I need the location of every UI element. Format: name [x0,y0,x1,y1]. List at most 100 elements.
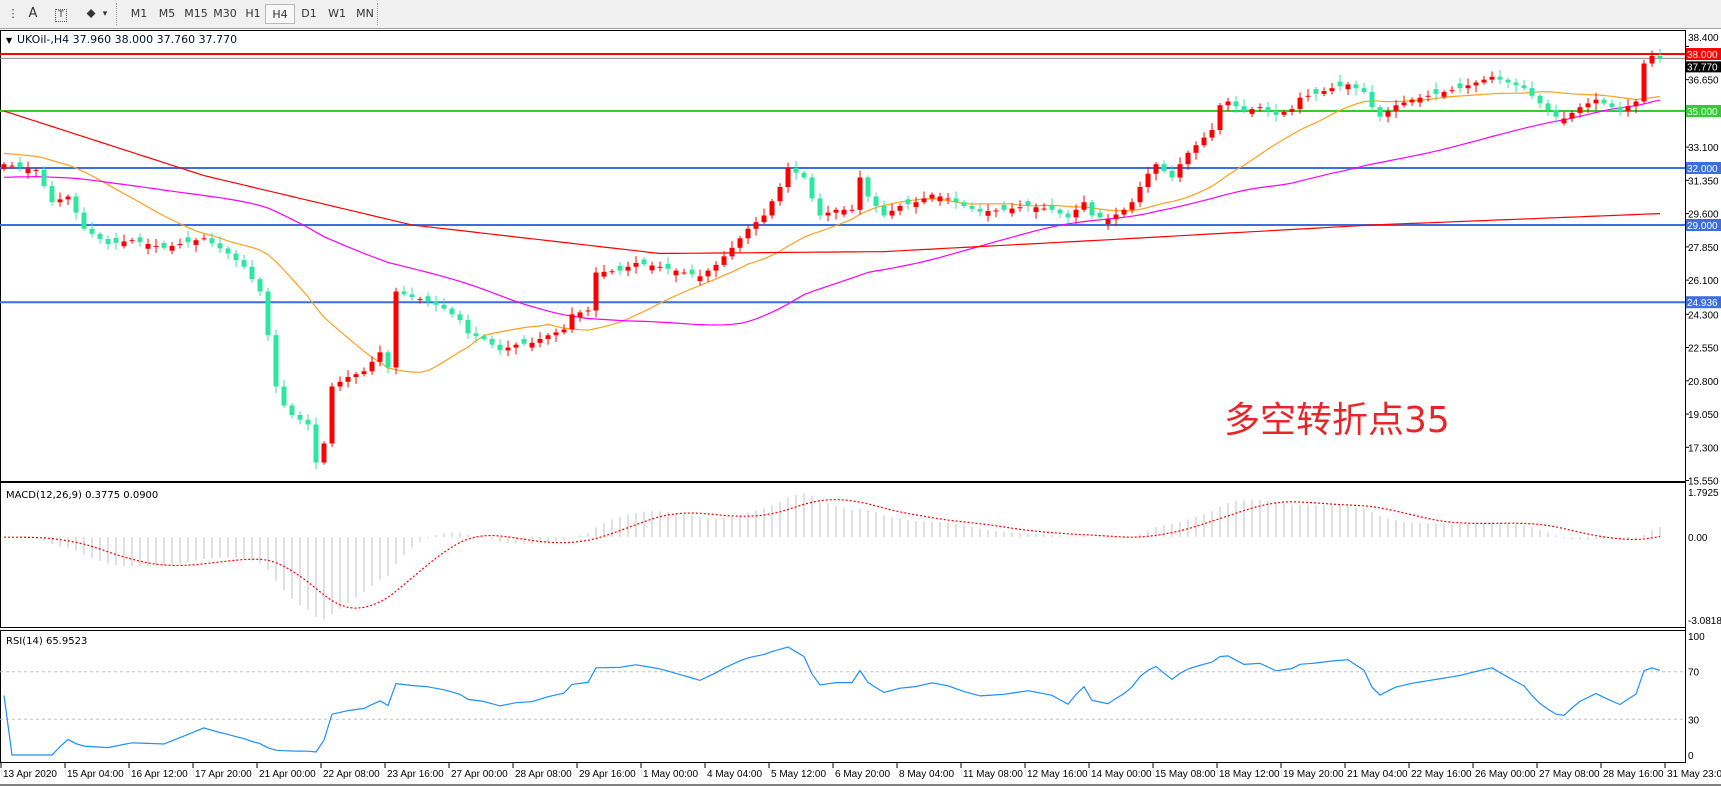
candle-body [689,269,695,275]
macd-tick-label: 0.00 [1688,533,1708,544]
candle-body [209,238,215,244]
candle-body [1321,91,1327,94]
candle-body [1617,107,1623,111]
timeframe-m30[interactable]: M30 [213,7,237,20]
macd-tick-label: 1.7925 [1688,488,1719,499]
candle-body [1081,202,1087,210]
chart-symbol-header: UKOil-,H4 37.960 38.000 37.760 37.770 [17,33,237,46]
candle-body [841,209,847,215]
candle-body [889,210,895,216]
time-tick-label: 6 May 20:00 [835,769,890,780]
timeframe-d1[interactable]: D1 [301,7,317,20]
candle-body [1473,82,1479,86]
time-tick-label: 21 May 04:00 [1347,769,1408,780]
rsi-line [3,646,1661,756]
price-level-label: 24.936 [1687,298,1718,309]
candle-body [193,240,199,245]
candle-body [513,344,519,348]
candle-body [1137,187,1143,203]
time-tick-label: 15 May 08:00 [1155,769,1216,780]
timeframe-h1[interactable]: H1 [245,7,261,20]
candle-body [297,415,303,420]
candle-body [1057,209,1063,214]
rsi-label: RSI(14) 65.9523 [6,636,87,647]
price-tick-label: 24.300 [1688,310,1719,321]
candle-body [929,194,935,199]
candle-body [409,294,415,298]
price-tick-label: 17.300 [1688,443,1719,454]
timeframe-h4[interactable]: H4 [265,4,295,24]
candle-body [105,238,111,244]
time-tick-label: 28 May 16:00 [1603,769,1664,780]
candle-body [273,335,279,387]
candle-body [441,304,447,309]
candle-body [1377,107,1383,117]
time-tick-label: 13 Apr 2020 [3,769,57,780]
candle-body [265,291,271,336]
time-tick-label: 22 May 16:00 [1411,769,1472,780]
candle-body [1001,205,1007,210]
candle-body [1265,107,1271,111]
candle-body [529,342,535,348]
price-tick-label: 36.650 [1688,76,1719,87]
candle-body [65,196,71,200]
candle-body [601,271,607,277]
collapse-icon[interactable]: ▼ [6,36,13,45]
price-tick-label: 29.600 [1688,210,1719,221]
candle-body [1545,103,1551,111]
shapes-icon[interactable]: ⬥ [86,6,96,21]
timeframe-w1[interactable]: W1 [328,7,346,20]
timeframe-m5[interactable]: M5 [158,7,176,20]
annotation-text: 多空转折点35 [1224,400,1450,441]
candle-body [361,371,367,375]
rsi-tick-label: 70 [1688,668,1700,679]
candle-body [433,301,439,305]
text-icon[interactable]: A [28,6,38,21]
candle-body [921,198,927,203]
chart-window[interactable]: 38.000 35.000 32.000 29.000 24.936 37.770 38.… [0,29,1721,787]
candle-body [1633,101,1639,107]
macd-panel [0,482,1686,628]
candle-body [849,209,855,211]
candle-body [553,332,559,336]
toolbar: ⋮ A T ⬥ ▾ M1 M5 M15 M30 H1 H4 D1 W1 MN [0,0,1721,29]
candle-body [81,212,87,229]
candle-body [809,177,815,199]
price-tick-label: 20.800 [1688,377,1719,388]
timeframe-mn[interactable]: MN [356,7,374,20]
candle-body [649,265,655,271]
timeframe-m1[interactable]: M1 [130,7,148,20]
period-separator-icon[interactable]: ⋮ [7,7,19,20]
current-price-label: 37.770 [1687,62,1718,73]
candle-body [721,256,727,265]
time-tick-label: 19 May 20:00 [1283,769,1344,780]
candle-body [1201,137,1207,146]
candle-body [1625,106,1631,111]
rsi-tick-label: 0 [1688,751,1694,762]
candle-body [1417,97,1423,103]
candle-body [873,196,879,206]
candle-body [761,215,767,223]
candle-body [1457,83,1463,89]
candle-body [1609,103,1615,108]
candle-body [1601,99,1607,104]
candle-body [1345,84,1351,90]
candle-body [481,336,487,339]
rsi-panel [0,630,1686,763]
price-level-label: 35.000 [1687,107,1718,118]
chevron-down-icon[interactable]: ▾ [102,9,108,19]
candle-body [177,244,183,245]
candle-body [1017,207,1023,209]
candle-body [625,266,631,271]
text-label-icon[interactable]: T [50,4,72,24]
candle-body [465,320,471,334]
candle-body [913,202,919,207]
time-tick-label: 4 May 04:00 [707,769,762,780]
macd-label: MACD(12,26,9) 0.3775 0.0900 [6,490,158,501]
candle-body [1353,84,1359,89]
candle-body [705,270,711,277]
timeframe-m15[interactable]: M15 [184,7,208,20]
price-level-tag [1685,105,1721,117]
candle-body [1409,99,1415,103]
candle-body [377,352,383,362]
